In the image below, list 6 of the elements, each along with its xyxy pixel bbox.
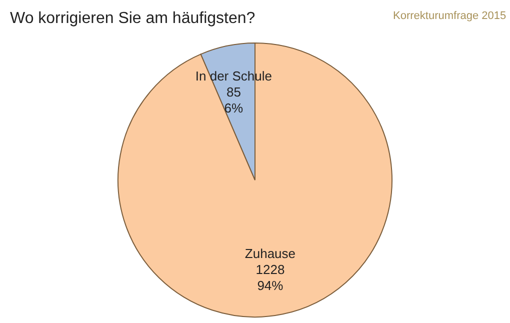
chart-title: Wo korrigieren Sie am häufigsten? [10,10,256,28]
data-label: 1228 94% [256,262,285,293]
slice-label: Zuhause [244,246,296,261]
data-label: 85 6% [224,84,244,116]
text: Korrekturumfrage 2015 [393,10,506,22]
pie-slice [118,42,392,318]
